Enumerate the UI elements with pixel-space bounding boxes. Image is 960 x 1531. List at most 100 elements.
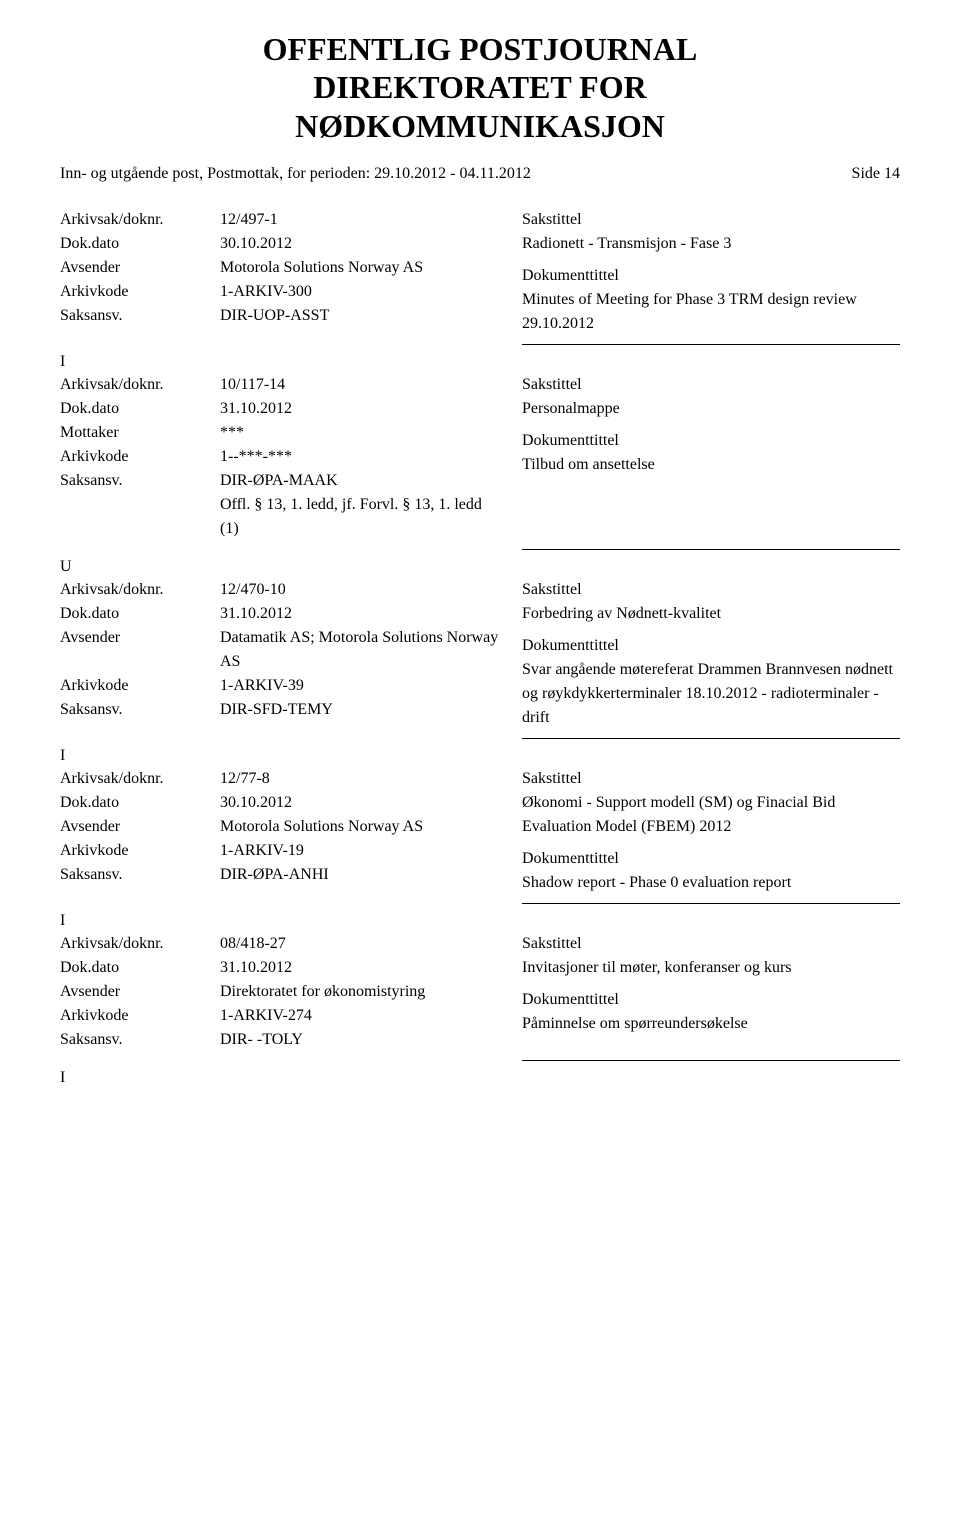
entry-left: Arkivsak/doknr.12/497-1Dok.dato30.10.201… [60, 208, 522, 336]
sakstittel-value: Forbedring av Nødnett-kvalitet [522, 602, 900, 626]
page-title: OFFENTLIG POSTJOURNAL DIREKTORATET FOR N… [60, 30, 900, 145]
sakstittel-label: Sakstittel [522, 208, 900, 232]
field-row-arkivkode: Arkivkode1--***-*** [60, 445, 502, 469]
page-number: Side 14 [852, 165, 900, 183]
sakstittel-label: Sakstittel [522, 373, 900, 397]
divider [522, 344, 900, 345]
sakstittel-label: Sakstittel [522, 767, 900, 791]
field-label-arkivsak: Arkivsak/doknr. [60, 208, 220, 232]
field-label-saksansv: Saksansv. [60, 304, 220, 328]
field-row-party: Mottaker*** [60, 421, 502, 445]
entry-right: SakstittelØkonomi - Support modell (SM) … [522, 767, 900, 895]
field-row-saksansv: Saksansv.DIR-UOP-ASST [60, 304, 502, 328]
field-row-saksansv: Saksansv.DIR-ØPA-MAAK [60, 469, 502, 493]
field-label-arkivkode: Arkivkode [60, 1004, 220, 1028]
field-label-saksansv: Saksansv. [60, 863, 220, 887]
entry-row: Arkivsak/doknr.08/418-27Dok.dato31.10.20… [60, 932, 900, 1052]
field-row-party: AvsenderDatamatik AS; Motorola Solutions… [60, 626, 502, 674]
field-row-dokdato: Dok.dato30.10.2012 [60, 232, 502, 256]
field-label-dokdato: Dok.dato [60, 791, 220, 815]
field-label-dokdato: Dok.dato [60, 956, 220, 980]
divider-container [522, 1060, 900, 1061]
field-value-party: Datamatik AS; Motorola Solutions Norway … [220, 626, 502, 674]
divider-container [522, 738, 900, 739]
field-row-saksansv: Saksansv.DIR- -TOLY [60, 1028, 502, 1052]
field-label-party: Avsender [60, 815, 220, 839]
field-value-saksansv: DIR- -TOLY [220, 1028, 502, 1052]
field-label-arkivsak: Arkivsak/doknr. [60, 373, 220, 397]
entry-left: Arkivsak/doknr.10/117-14Dok.dato31.10.20… [60, 373, 522, 541]
field-value-arkivkode: 1--***-*** [220, 445, 502, 469]
field-value-arkivsak: 12/77-8 [220, 767, 502, 791]
spacer [522, 256, 900, 264]
field-value-party: Motorola Solutions Norway AS [220, 815, 502, 839]
dokumenttittel-label: Dokumenttittel [522, 634, 900, 658]
field-row-dokdato: Dok.dato31.10.2012 [60, 602, 502, 626]
field-value-saksansv: DIR-UOP-ASST [220, 304, 502, 328]
field-row-saksansv: Saksansv.DIR-SFD-TEMY [60, 698, 502, 722]
field-row-party: AvsenderMotorola Solutions Norway AS [60, 256, 502, 280]
field-row-arkivkode: Arkivkode1-ARKIV-19 [60, 839, 502, 863]
journal-entry: Arkivsak/doknr.12/470-10Dok.dato31.10.20… [60, 578, 900, 765]
dokumenttittel-label: Dokumenttittel [522, 847, 900, 871]
divider [522, 1060, 900, 1061]
field-value-party: Direktoratet for økonomistyring [220, 980, 502, 1004]
subheader-subtitle: Inn- og utgående post, Postmottak, for p… [60, 165, 852, 183]
field-label-saksansv: Saksansv. [60, 469, 220, 493]
field-label-party: Mottaker [60, 421, 220, 445]
entry-row: Arkivsak/doknr.12/497-1Dok.dato30.10.201… [60, 208, 900, 336]
spacer [522, 980, 900, 988]
field-value-arkivkode: 1-ARKIV-300 [220, 280, 502, 304]
field-row-arkivsak: Arkivsak/doknr.12/497-1 [60, 208, 502, 232]
field-label-saksansv: Saksansv. [60, 698, 220, 722]
dokumenttittel-value: Shadow report - Phase 0 evaluation repor… [522, 871, 900, 895]
journal-entry: Arkivsak/doknr.12/77-8Dok.dato30.10.2012… [60, 767, 900, 930]
entry-left: Arkivsak/doknr.12/77-8Dok.dato30.10.2012… [60, 767, 522, 895]
entry-right: SakstittelInvitasjoner til møter, konfer… [522, 932, 900, 1052]
title-line1: OFFENTLIG POSTJOURNAL [60, 30, 900, 68]
spacer [522, 839, 900, 847]
field-row-arkivsak: Arkivsak/doknr.12/470-10 [60, 578, 502, 602]
title-line2: DIREKTORATET FOR [60, 68, 900, 106]
sakstittel-value: Økonomi - Support modell (SM) og Finacia… [522, 791, 900, 839]
divider [522, 738, 900, 739]
field-row-saksansv: Saksansv.DIR-ØPA-ANHI [60, 863, 502, 887]
field-value-dokdato: 31.10.2012 [220, 602, 502, 626]
field-row-dokdato: Dok.dato31.10.2012 [60, 397, 502, 421]
field-value-arkivkode: 1-ARKIV-39 [220, 674, 502, 698]
entries-container: Arkivsak/doknr.12/497-1Dok.dato30.10.201… [60, 208, 900, 1087]
field-row-arkivsak: Arkivsak/doknr.12/77-8 [60, 767, 502, 791]
dokumenttittel-value: Tilbud om ansettelse [522, 453, 900, 477]
field-value-dokdato: 30.10.2012 [220, 791, 502, 815]
field-label-arkivsak: Arkivsak/doknr. [60, 767, 220, 791]
field-row-arkivkode: Arkivkode1-ARKIV-39 [60, 674, 502, 698]
field-value-extra: Offl. § 13, 1. ledd, jf. Forvl. § 13, 1.… [220, 493, 502, 541]
field-value-arkivkode: 1-ARKIV-19 [220, 839, 502, 863]
entry-right: SakstittelForbedring av Nødnett-kvalitet… [522, 578, 900, 730]
field-value-dokdato: 31.10.2012 [220, 397, 502, 421]
dokumenttittel-label: Dokumenttittel [522, 264, 900, 288]
field-label-saksansv: Saksansv. [60, 1028, 220, 1052]
title-line3: NØDKOMMUNIKASJON [60, 107, 900, 145]
field-row-arkivkode: Arkivkode1-ARKIV-274 [60, 1004, 502, 1028]
field-value-arkivkode: 1-ARKIV-274 [220, 1004, 502, 1028]
field-row-dokdato: Dok.dato30.10.2012 [60, 791, 502, 815]
field-value-dokdato: 30.10.2012 [220, 232, 502, 256]
dokumenttittel-label: Dokumenttittel [522, 429, 900, 453]
journal-entry: Arkivsak/doknr.08/418-27Dok.dato31.10.20… [60, 932, 900, 1087]
divider [522, 549, 900, 550]
field-label-arkivkode: Arkivkode [60, 445, 220, 469]
field-value-dokdato: 31.10.2012 [220, 956, 502, 980]
io-marker: I [60, 747, 900, 765]
entry-left: Arkivsak/doknr.12/470-10Dok.dato31.10.20… [60, 578, 522, 730]
field-label-dokdato: Dok.dato [60, 232, 220, 256]
sakstittel-value: Personalmappe [522, 397, 900, 421]
field-value-saksansv: DIR-ØPA-MAAK [220, 469, 502, 493]
entry-row: Arkivsak/doknr.12/77-8Dok.dato30.10.2012… [60, 767, 900, 895]
field-label-arkivsak: Arkivsak/doknr. [60, 932, 220, 956]
field-value-arkivsak: 08/418-27 [220, 932, 502, 956]
sakstittel-value: Invitasjoner til møter, konferanser og k… [522, 956, 900, 980]
entry-row: Arkivsak/doknr.12/470-10Dok.dato31.10.20… [60, 578, 900, 730]
field-value-saksansv: DIR-ØPA-ANHI [220, 863, 502, 887]
field-row-arkivsak: Arkivsak/doknr.10/117-14 [60, 373, 502, 397]
